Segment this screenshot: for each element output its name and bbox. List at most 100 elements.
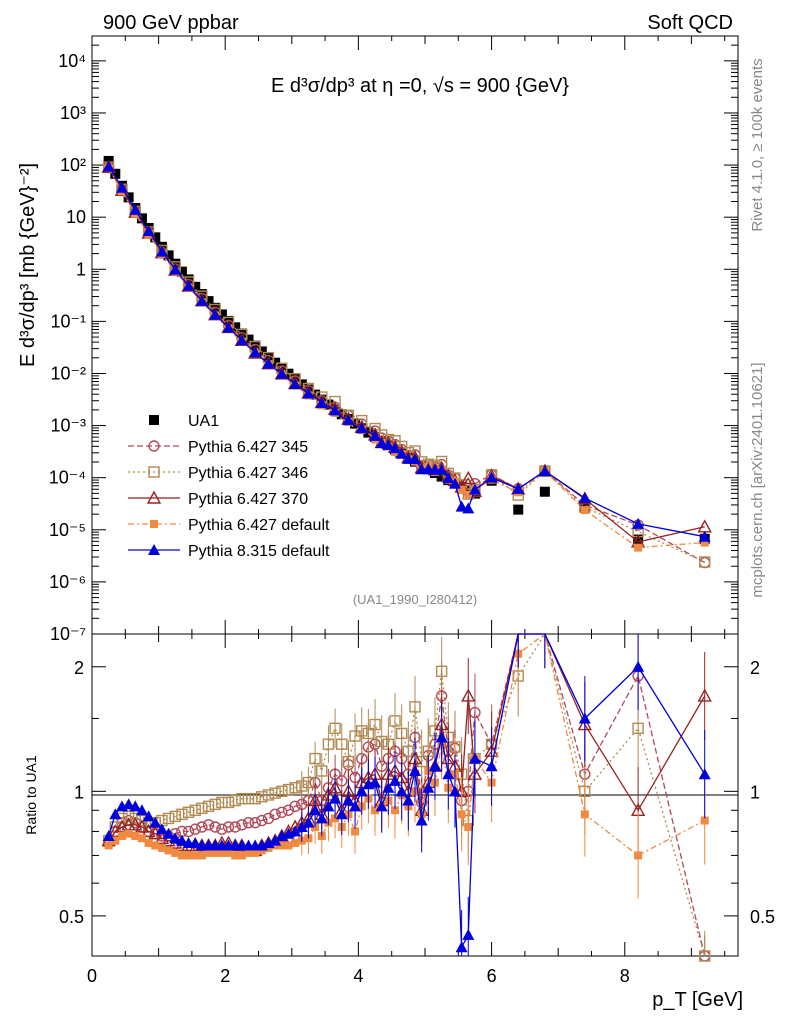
main-point-ua1 (216, 309, 227, 320)
ratio-point-pythia-8-315-default (698, 768, 711, 780)
ratio-point-pythia-6-427-346 (336, 738, 348, 750)
ratio-point-pythia-6-427-346 (129, 812, 141, 825)
header-right: Soft QCD (647, 12, 733, 34)
ratio-point-pythia-8-315-default (135, 804, 148, 816)
ratio-point-pythia-6-427-default (284, 841, 293, 850)
ratio-point-pythia-6-427-default (171, 848, 180, 857)
ratio-point-pythia-6-427-346 (242, 792, 255, 805)
ratio-point-pythia-8-315-default (155, 823, 168, 835)
ratio-point-pythia-6-427-default (217, 848, 226, 857)
ratio-point-pythia-6-427-346 (316, 765, 328, 777)
main-point-pythia-8-315-default (235, 334, 248, 346)
ratio-point-pythia-6-427-346 (169, 810, 181, 823)
y-tick-label: 10³ (60, 103, 86, 123)
ratio-point-pythia-6-427-346 (632, 722, 644, 735)
main-point-pythia-8-315-default (395, 447, 408, 459)
ratio-point-pythia-8-315-default (122, 798, 135, 810)
rivet-label: Rivet 4.1.0, ≥ 100k events (749, 58, 766, 231)
ratio-point-pythia-6-427-346 (196, 802, 208, 814)
ratio-point-pythia-6-427-default (211, 848, 220, 857)
main-y-ticks: 10⁻⁷ 10⁻⁶ 10⁻⁵ 10⁻⁴ 10⁻³ 10⁻² 10⁻¹ 1 10 10² 10³ 10⁴ (49, 35, 738, 644)
main-point-pythia-8-315-default (169, 263, 182, 275)
main-point-ua1 (463, 485, 474, 496)
main-point-pythia-8-315-default (195, 294, 208, 306)
ratio-point-pythia-6-427-346 (176, 808, 188, 821)
legend-label-pythia-8-315-default: Pythia 8.315 default (188, 543, 330, 560)
ratio-point-pythia-6-427-370 (128, 817, 143, 831)
ratio-point-pythia-8-315-default (455, 941, 468, 953)
ratio-point-pythia-8-315-default (395, 785, 408, 797)
y-tick-label: 10⁻¹ (50, 311, 86, 331)
ratio-point-pythia-6-427-default (191, 851, 200, 860)
ratio-point-pythia-6-427-345 (276, 806, 288, 818)
ratio-point-pythia-6-427-346 (269, 787, 281, 799)
main-point-pythia-8-315-default (142, 225, 155, 237)
ratio-point-pythia-8-315-default (402, 794, 415, 806)
main-point-pythia-6-427-default (700, 538, 709, 547)
ratio-point-pythia-6-427-346 (189, 804, 201, 816)
ratio-point-pythia-6-427-default (151, 841, 160, 850)
ratio-point-pythia-6-427-346 (282, 783, 295, 796)
ratio-point-pythia-6-427-346 (309, 752, 321, 765)
ratio-point-pythia-6-427-346 (262, 789, 275, 801)
y-tick-label: 10⁻² (50, 363, 86, 383)
ratio-point-pythia-6-427-default (277, 841, 286, 850)
legend-marker-ua1 (149, 415, 159, 425)
legend-marker-pythia-6-427-346 (148, 466, 160, 478)
ratio-point-pythia-6-427-default (251, 848, 260, 857)
main-point-ua1 (513, 504, 524, 515)
y-tick-label: 10⁻⁷ (50, 624, 86, 644)
ratio-point-pythia-8-315-default (129, 800, 142, 812)
ratio-point-pythia-6-427-346 (216, 796, 228, 809)
ratio-point-pythia-6-427-default (104, 841, 113, 850)
y-tick-label: 10⁻⁴ (49, 468, 86, 488)
ratio-point-pythia-6-427-346 (369, 718, 381, 731)
ratio-point-pythia-6-427-346 (202, 800, 215, 813)
ratio-point-pythia-8-315-default (462, 928, 475, 940)
main-point-ua1 (163, 250, 174, 261)
ratio-point-pythia-6-427-default (371, 806, 380, 815)
ratio-point-pythia-8-315-default (342, 794, 355, 806)
y-tick-label: 1 (76, 259, 86, 279)
header-left: 900 GeV ppbar (103, 12, 239, 34)
ratio-line-pythia-6-427-370 (108, 633, 706, 852)
main-point-pythia-8-315-default (632, 517, 645, 529)
ratio-point-pythia-6-427-346 (162, 812, 175, 825)
ratio-point-pythia-6-427-346 (356, 725, 368, 737)
legend-label-pythia-6-427-345: Pythia 6.427 345 (188, 439, 308, 456)
main-point-ua1 (270, 357, 281, 368)
main-point-ua1 (136, 213, 147, 224)
ratio-point-pythia-6-427-346 (409, 701, 421, 713)
main-point-pythia-8-315-default (302, 387, 315, 399)
ratio-tick-label-right: 1 (750, 782, 760, 802)
ratio-point-pythia-6-427-345 (189, 823, 201, 835)
ratio-point-pythia-8-315-default (189, 837, 202, 849)
ratio-point-pythia-6-427-default (204, 848, 213, 857)
ratio-point-pythia-6-427-default (231, 851, 240, 860)
ratio-point-pythia-6-427-default (331, 814, 340, 823)
main-point-pythia-8-315-default (329, 404, 342, 416)
main-point-pythia-8-315-default (102, 160, 115, 172)
ratio-point-pythia-6-427-370 (461, 688, 476, 702)
main-point-pythia-8-315-default (409, 453, 421, 465)
ratio-point-pythia-6-427-345 (216, 823, 228, 835)
ratio-point-pythia-6-427-346 (415, 755, 428, 768)
ratio-point-pythia-6-427-346 (276, 785, 288, 798)
x-tick-label: 8 (620, 966, 630, 986)
main-point-pythia-8-315-default (115, 181, 128, 193)
ratio-point-pythia-8-315-default (295, 820, 308, 832)
ratio-point-pythia-6-427-345 (249, 816, 261, 829)
ratio-point-pythia-6-427-default (177, 851, 186, 860)
ratio-point-pythia-8-315-default (422, 781, 435, 793)
ratio-point-pythia-8-315-default (269, 834, 282, 846)
ratio-point-pythia-8-315-default (302, 816, 315, 828)
ratio-point-pythia-6-427-default (244, 848, 253, 857)
main-point-ua1 (350, 418, 361, 429)
ratio-tick-label: 2 (74, 658, 84, 678)
ratio-point-pythia-6-427-346 (249, 792, 261, 805)
main-point-ua1 (190, 281, 201, 292)
main-point-pythia-8-315-default (382, 438, 395, 450)
ratio-point-pythia-6-427-345 (209, 821, 221, 833)
ratio-point-pythia-6-427-346 (699, 950, 711, 962)
